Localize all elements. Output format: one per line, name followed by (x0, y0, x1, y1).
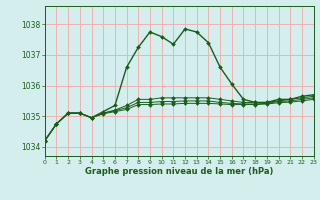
X-axis label: Graphe pression niveau de la mer (hPa): Graphe pression niveau de la mer (hPa) (85, 167, 273, 176)
